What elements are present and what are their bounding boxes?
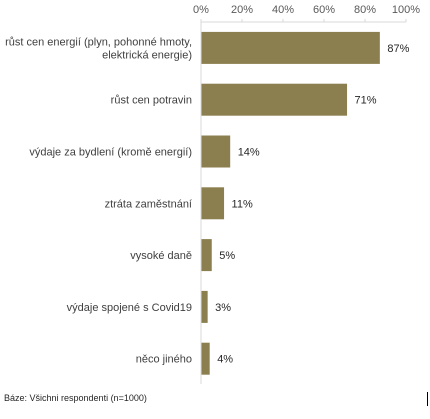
category-label: růst cen potravin — [111, 95, 192, 107]
data-label: 11% — [232, 198, 253, 210]
footnote: Báze: Všichni respondenti (n=1000) — [4, 393, 147, 403]
category-label: něco jiného — [136, 354, 192, 366]
data-label: 4% — [217, 354, 233, 366]
bar — [201, 31, 380, 64]
category-label: růst cen energií (plyn, pohonné hmoty, el… — [5, 36, 192, 61]
x-tick-label: 20% — [231, 4, 253, 16]
data-label: 3% — [215, 302, 231, 314]
bar — [201, 187, 225, 220]
x-tick-label: 60% — [313, 4, 335, 16]
category-label: výdaje spojené s Covid19 — [67, 302, 192, 314]
x-tick-label: 100% — [392, 4, 420, 16]
bar-chart: 0% 20% 40% 60% 80% 100% růst cen energií (plyn… — [5, 4, 420, 384]
text-cursor-mark — [427, 392, 428, 406]
data-label: 14% — [238, 147, 260, 159]
category-label: ztráta zaměstnání — [105, 198, 192, 210]
bar — [201, 83, 348, 116]
x-tick-label: 0% — [193, 4, 209, 16]
data-label: 5% — [219, 250, 235, 262]
x-tick-label: 40% — [272, 4, 294, 16]
data-label: 87% — [387, 43, 409, 55]
bar — [201, 290, 208, 323]
bar — [201, 135, 231, 168]
category-label: vysoké daně — [130, 250, 192, 262]
x-tick-label: 80% — [354, 4, 376, 16]
bar — [201, 342, 210, 375]
data-label: 71% — [355, 95, 377, 107]
bar — [201, 239, 212, 272]
category-label: výdaje za bydlení (kromě energií) — [29, 147, 192, 159]
